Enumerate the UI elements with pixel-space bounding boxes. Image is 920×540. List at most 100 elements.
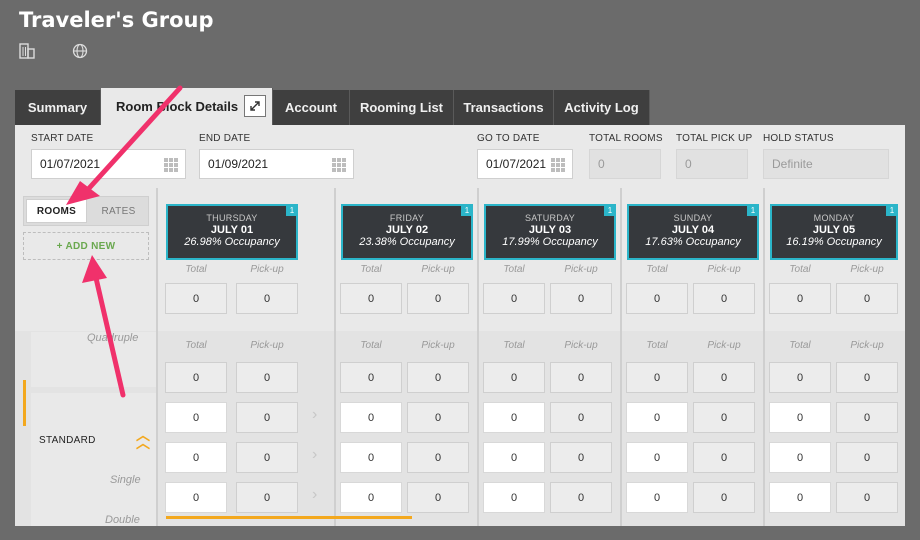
- day-occupancy: 17.99% Occupancy: [502, 236, 598, 248]
- go-to-date-label: GO TO DATE: [477, 133, 540, 144]
- day-column: FRIDAY JULY 02 23.38% Occupancy 1: [334, 188, 477, 526]
- room-pickup-cell: 0: [693, 442, 755, 473]
- room-total-cell[interactable]: 0: [340, 402, 402, 433]
- end-date-field[interactable]: 01/09/2021: [199, 149, 354, 179]
- room-total-cell: 0: [165, 362, 227, 393]
- rates-toggle-button[interactable]: RATES: [101, 205, 136, 217]
- room-total-cell[interactable]: 0: [165, 402, 227, 433]
- total-rooms-field: 0: [589, 149, 661, 179]
- day-of-week: SUNDAY: [673, 213, 713, 223]
- hold-status-label: HOLD STATUS: [763, 133, 834, 144]
- day-of-week: THURSDAY: [206, 213, 258, 223]
- room-total-cell[interactable]: 0: [483, 482, 545, 513]
- standard-label[interactable]: STANDARD: [39, 435, 96, 446]
- room-total-cell: 0: [340, 362, 402, 393]
- day-of-week: MONDAY: [813, 213, 855, 223]
- pickup-column-label: Pick-up: [707, 340, 741, 351]
- day-of-week: FRIDAY: [389, 213, 425, 223]
- room-total-cell[interactable]: 0: [165, 442, 227, 473]
- room-total-cell[interactable]: 0: [769, 402, 831, 433]
- room-pickup-cell: 0: [550, 442, 612, 473]
- go-to-date-field[interactable]: 01/07/2021: [477, 149, 573, 179]
- room-total-cell[interactable]: 0: [340, 482, 402, 513]
- total-column-label: Total: [360, 340, 382, 351]
- room-total-cell[interactable]: 0: [626, 442, 688, 473]
- tab-account[interactable]: Account: [273, 90, 350, 125]
- start-date-value: 01/07/2021: [40, 157, 101, 171]
- pickup-column-label: Pick-up: [564, 264, 598, 275]
- day-date: JULY 05: [812, 224, 856, 236]
- expand-arrow-icon[interactable]: ›: [312, 406, 318, 423]
- pickup-column-label: Pick-up: [850, 340, 884, 351]
- room-pickup-cell: 0: [693, 362, 755, 393]
- total-column-label: Total: [360, 264, 382, 275]
- room-total-cell[interactable]: 0: [483, 402, 545, 433]
- double-label: Double: [105, 514, 140, 526]
- room-pickup-cell: 0: [236, 283, 298, 314]
- room-pickup-cell: 0: [236, 482, 298, 513]
- single-label: Single: [110, 474, 141, 486]
- room-pickup-cell: 0: [236, 402, 298, 433]
- rooms-toggle-button[interactable]: ROOMS: [26, 199, 87, 223]
- expand-arrow-icon[interactable]: ›: [312, 446, 318, 463]
- room-total-cell[interactable]: 0: [626, 402, 688, 433]
- building-icon[interactable]: [18, 42, 36, 60]
- total-column-label: Total: [789, 264, 811, 275]
- room-total-cell: 0: [626, 362, 688, 393]
- go-to-date-value: 01/07/2021: [486, 157, 547, 171]
- day-column: SATURDAY JULY 03 17.99% Occupancy 1: [477, 188, 620, 526]
- calendar-icon[interactable]: [332, 158, 346, 172]
- day-date: JULY 02: [385, 224, 429, 236]
- hold-status-field: Definite: [763, 149, 889, 179]
- expand-arrow-icon[interactable]: ›: [312, 486, 318, 503]
- highlight-bar: [23, 380, 26, 426]
- chevron-up-icon[interactable]: ︿ ︿: [136, 427, 150, 451]
- room-total-cell[interactable]: 0: [340, 442, 402, 473]
- day-badge: 1: [747, 204, 759, 216]
- room-total-cell: 0: [769, 362, 831, 393]
- room-total-cell: 0: [483, 362, 545, 393]
- room-total-cell: 0: [165, 283, 227, 314]
- room-total-cell[interactable]: 0: [769, 442, 831, 473]
- page-title: Traveler's Group: [19, 8, 214, 32]
- room-total-cell[interactable]: 0: [483, 442, 545, 473]
- day-date: JULY 04: [671, 224, 715, 236]
- start-date-field[interactable]: 01/07/2021: [31, 149, 186, 179]
- pickup-column-label: Pick-up: [250, 264, 284, 275]
- total-column-label: Total: [185, 340, 207, 351]
- room-total-cell[interactable]: 0: [626, 482, 688, 513]
- day-column: MONDAY JULY 05 16.19% Occupancy 1: [763, 188, 905, 526]
- tab-room-block-details[interactable]: Room Block Details: [101, 88, 273, 125]
- day-header[interactable]: THURSDAY JULY 01 26.98% Occupancy 1: [166, 204, 298, 260]
- total-pickup-label: TOTAL PICK UP: [676, 133, 753, 144]
- day-badge: 1: [461, 204, 473, 216]
- room-pickup-cell: 0: [236, 442, 298, 473]
- globe-icon[interactable]: [71, 42, 89, 60]
- add-new-button[interactable]: + ADD NEW: [23, 232, 149, 260]
- day-badge: 1: [604, 204, 616, 216]
- day-header[interactable]: SATURDAY JULY 03 17.99% Occupancy 1: [484, 204, 616, 260]
- pickup-column-label: Pick-up: [421, 340, 455, 351]
- highlight-bar: [166, 516, 412, 519]
- room-total-cell[interactable]: 0: [769, 482, 831, 513]
- tab-rooming-list[interactable]: Rooming List: [350, 90, 454, 125]
- room-total-cell: 0: [626, 283, 688, 314]
- tab-summary[interactable]: Summary: [15, 90, 101, 125]
- tab-transactions[interactable]: Transactions: [454, 90, 554, 125]
- room-total-cell: 0: [340, 283, 402, 314]
- room-total-cell[interactable]: 0: [165, 482, 227, 513]
- quadruple-label: Quadruple: [87, 332, 139, 344]
- calendar-icon[interactable]: [164, 158, 178, 172]
- popout-icon[interactable]: [244, 95, 266, 117]
- total-column-label: Total: [503, 340, 525, 351]
- calendar-icon[interactable]: [551, 158, 565, 172]
- day-header[interactable]: FRIDAY JULY 02 23.38% Occupancy 1: [341, 204, 473, 260]
- room-pickup-cell: 0: [407, 402, 469, 433]
- total-pickup-field: 0: [676, 149, 748, 179]
- day-header[interactable]: MONDAY JULY 05 16.19% Occupancy 1: [770, 204, 898, 260]
- tab-activity-log[interactable]: Activity Log: [554, 90, 650, 125]
- total-column-label: Total: [185, 264, 207, 275]
- pickup-column-label: Pick-up: [850, 264, 884, 275]
- day-header[interactable]: SUNDAY JULY 04 17.63% Occupancy 1: [627, 204, 759, 260]
- total-column-label: Total: [503, 264, 525, 275]
